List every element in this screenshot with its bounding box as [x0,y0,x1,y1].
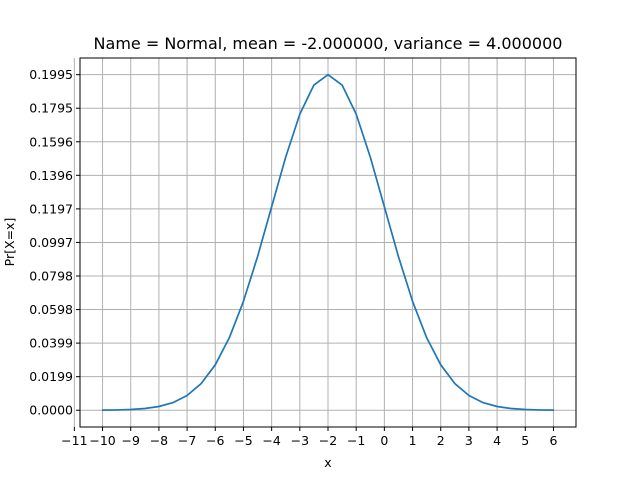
x-tick-label: 3 [465,433,473,448]
x-tick-label: −5 [234,433,252,448]
x-tick-label: −9 [122,433,140,448]
y-tick-label: 0.0798 [29,269,73,284]
x-tick-label: 0 [380,433,388,448]
plot-area [101,73,555,411]
x-tick-label: −4 [262,433,280,448]
x-axis-label: x [324,455,331,470]
y-tick-label: 0.1396 [29,168,73,183]
y-tick-label: 0.1197 [29,201,73,216]
x-tick-label: −7 [178,433,196,448]
y-tick-label: 0.0199 [29,369,73,384]
x-tick-label: 1 [409,433,417,448]
x-axis-ticks: −11 −10 −9 −8 −7 −6 −5 −4 −3 −2 −1 0 1 2 3 4 5 6 [61,427,557,448]
series-line [101,73,555,411]
x-tick-label: 2 [437,433,445,448]
x-tick-label: 4 [493,433,501,448]
chart-title: Name = Normal, mean = -2.000000, varianc… [94,34,563,53]
x-tick-label: 5 [521,433,529,448]
y-tick-label: 0.1995 [29,67,73,82]
x-tick-label: −6 [206,433,224,448]
x-tick-label: −8 [150,433,168,448]
y-tick-label: 0.0997 [29,235,73,250]
x-tick-label: −1 [347,433,365,448]
x-tick-label: −11 [61,433,87,448]
x-tick-label: −2 [319,433,337,448]
y-axis-label: Pr[X=x] [2,218,17,267]
y-axis-ticks: 0.0000 0.0199 0.0399 0.0598 0.0798 0.0997 0.11… [29,67,80,418]
grid [73,58,576,427]
y-tick-label: 0.1596 [29,134,73,149]
y-tick-label: 0.0399 [29,336,73,351]
y-tick-label: 0.0598 [29,302,73,317]
y-tick-label: 0.0000 [29,403,73,418]
x-tick-label: −10 [89,433,115,448]
x-tick-label: 6 [549,433,557,448]
x-tick-label: −3 [291,433,309,448]
y-tick-label: 0.1795 [29,101,73,116]
